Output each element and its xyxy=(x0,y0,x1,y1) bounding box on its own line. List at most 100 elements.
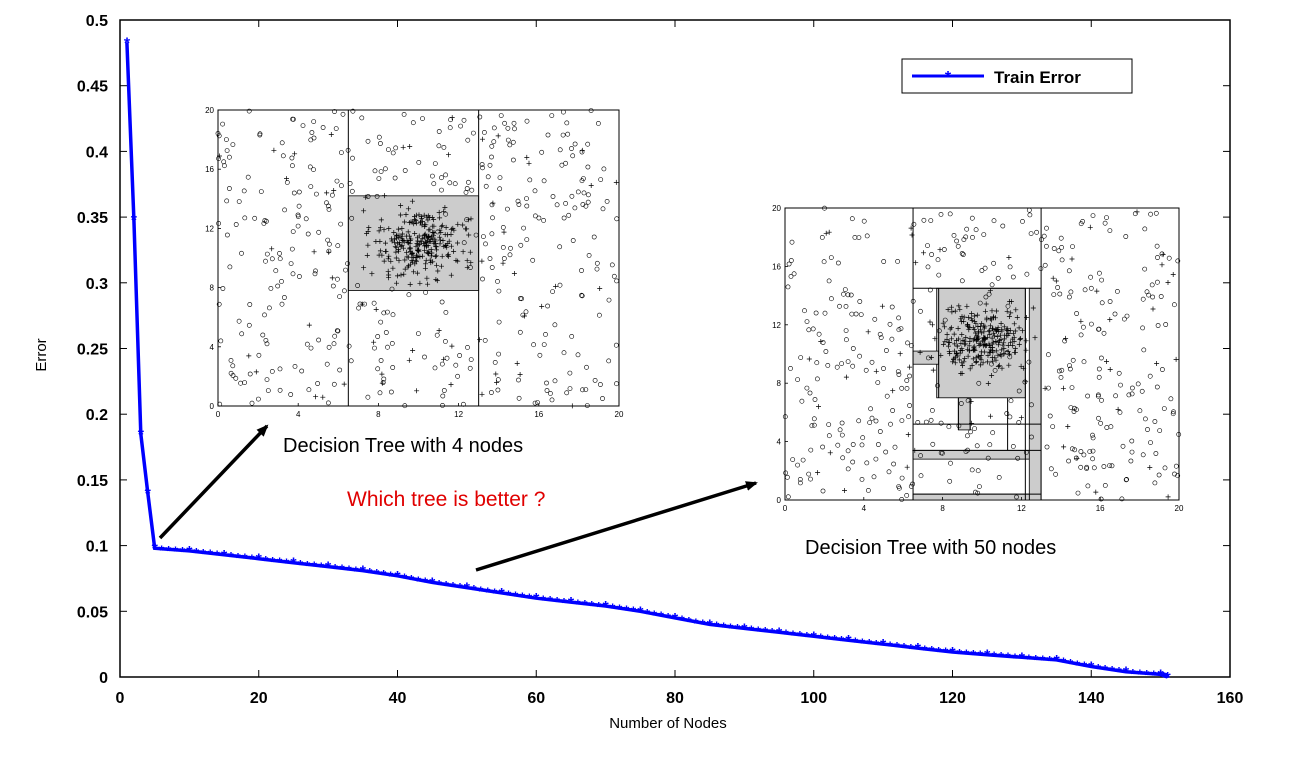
class-plus-point xyxy=(217,153,222,159)
class-o-point xyxy=(1168,396,1174,402)
class-plus-point xyxy=(361,265,367,271)
class-o-point xyxy=(1028,231,1034,236)
class-plus-point xyxy=(978,357,984,363)
class-plus-point xyxy=(1159,262,1165,268)
class-plus-point xyxy=(517,372,523,377)
class-plus-point xyxy=(955,325,961,331)
class-o-point xyxy=(291,190,297,196)
class-o-point xyxy=(482,337,488,343)
class-plus-point xyxy=(430,229,436,235)
train-error-point: * xyxy=(845,633,852,650)
class-o-point xyxy=(216,220,221,226)
class-o-point xyxy=(872,316,878,322)
class-o-point xyxy=(811,416,817,422)
class-plus-point xyxy=(1012,328,1018,334)
class-plus-point xyxy=(958,347,963,353)
class-o-point xyxy=(256,352,262,358)
class-o-point xyxy=(406,292,412,298)
class-plus-point xyxy=(424,214,430,220)
class-o-point xyxy=(290,271,296,277)
class-plus-point xyxy=(940,320,946,326)
class-plus-point xyxy=(1017,336,1023,342)
class-o-point xyxy=(330,283,336,289)
class-o-point xyxy=(216,301,222,307)
class-o-point xyxy=(385,344,390,350)
class-plus-point xyxy=(400,144,406,150)
class-plus-point xyxy=(324,190,330,196)
inset-y-tick-label: 20 xyxy=(772,204,781,213)
class-plus-point xyxy=(958,316,964,322)
class-plus-point xyxy=(959,360,965,366)
class-plus-point xyxy=(398,272,404,278)
x-axis-label: Number of Nodes xyxy=(609,715,727,732)
class-plus-point xyxy=(328,132,334,137)
class-plus-point xyxy=(569,403,575,409)
class-o-point xyxy=(557,244,563,250)
class-o-point xyxy=(518,296,523,301)
class-o-point xyxy=(929,252,934,257)
inset-y-tick-label: 0 xyxy=(210,402,215,411)
class-o-point xyxy=(239,250,244,256)
class-o-point xyxy=(518,242,524,248)
class-plus-point xyxy=(984,317,990,323)
class-plus-point xyxy=(952,308,958,314)
class-o-point xyxy=(614,216,620,222)
class-o-point xyxy=(1068,289,1074,295)
train-error-point: * xyxy=(138,427,145,444)
class-o-point xyxy=(594,266,600,272)
class-o-point xyxy=(1129,391,1135,397)
class-o-point xyxy=(871,474,877,480)
class-o-point xyxy=(485,174,491,180)
class-plus-point xyxy=(970,356,976,362)
class-plus-point xyxy=(1107,367,1113,372)
train-error-point: * xyxy=(1137,666,1143,682)
train-error-point: * xyxy=(201,545,207,561)
class-o-point xyxy=(814,360,820,366)
class-o-point xyxy=(495,387,501,393)
class-o-point xyxy=(1128,458,1134,464)
class-plus-point xyxy=(1165,494,1171,500)
class-o-point xyxy=(527,177,533,183)
train-error-point: * xyxy=(152,541,159,558)
class-o-point xyxy=(897,485,902,491)
class-plus-point xyxy=(974,337,980,342)
train-error-point: * xyxy=(978,647,984,663)
class-o-point xyxy=(371,300,377,306)
class-o-point xyxy=(507,252,513,258)
class-o-point xyxy=(266,305,272,311)
class-o-point xyxy=(1140,452,1146,458)
class-o-point xyxy=(511,157,516,163)
train-error-point: * xyxy=(284,555,290,571)
class-o-point xyxy=(325,237,331,243)
class-plus-point xyxy=(1005,343,1011,348)
class-o-point xyxy=(241,188,247,194)
arrow-to-4-node-tree xyxy=(158,424,269,540)
class-plus-point xyxy=(1006,255,1012,260)
class-o-point xyxy=(1096,392,1101,398)
class-o-point xyxy=(804,319,810,324)
train-error-line xyxy=(125,42,1169,679)
train-error-point: * xyxy=(513,588,519,604)
class-plus-point xyxy=(983,301,989,307)
class-o-point xyxy=(995,275,1001,281)
class-plus-point xyxy=(904,464,910,470)
class-o-point xyxy=(249,400,255,406)
class-plus-point xyxy=(959,314,965,320)
class-o-point xyxy=(1170,411,1176,417)
class-plus-point xyxy=(952,341,958,347)
class-plus-point xyxy=(423,240,429,245)
class-plus-point xyxy=(415,247,420,253)
train-error-point: * xyxy=(1123,665,1130,682)
class-o-point xyxy=(853,311,859,317)
class-o-point xyxy=(236,199,242,204)
class-plus-point xyxy=(944,331,950,337)
class-o-point xyxy=(289,163,295,169)
train-error-point: * xyxy=(332,560,338,576)
class-o-point xyxy=(461,117,467,123)
legend-marker: * xyxy=(945,69,952,86)
class-o-point xyxy=(377,141,383,146)
class-o-point xyxy=(496,351,501,357)
class-o-point xyxy=(1155,255,1160,260)
train-error-point: * xyxy=(651,607,657,623)
class-o-point xyxy=(375,334,381,339)
